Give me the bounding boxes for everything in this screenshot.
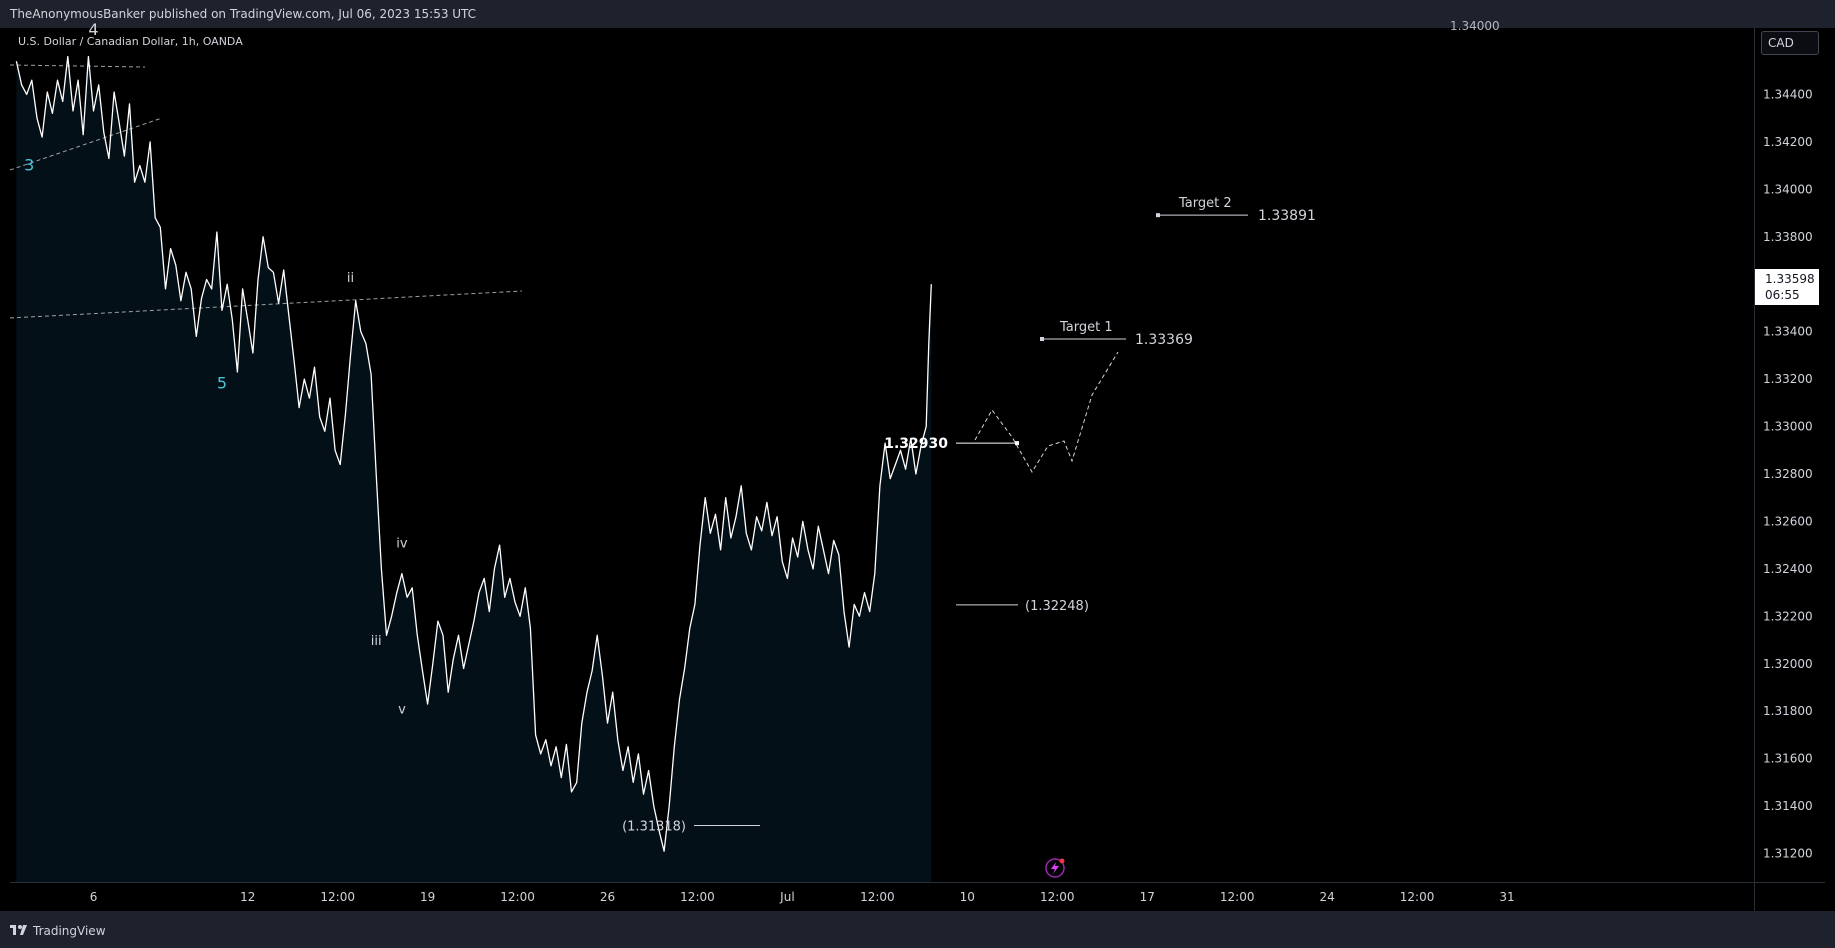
y-tick-label: 1.32000 (1763, 657, 1813, 671)
lightning-event-icon[interactable] (1045, 858, 1065, 878)
channel-trendline (9, 290, 523, 319)
x-tick-label: 12:00 (320, 890, 355, 904)
y-tick-label: 1.33000 (1763, 420, 1813, 434)
price-line (15, 55, 932, 852)
wave-3-trendline (9, 117, 163, 171)
target-2-label: Target 2 (1178, 196, 1232, 211)
swing-low-1-value: (1.32248) (1025, 599, 1089, 614)
swing-low-2-value: (1.31318) (622, 820, 686, 835)
target-1-label: Target 1 (1059, 320, 1113, 335)
wave-label: 3 (24, 155, 34, 174)
price-area-fill (16, 56, 932, 882)
tradingview-logo-icon (10, 925, 27, 935)
y-tick-label: 1.33400 (1763, 325, 1813, 339)
x-tick-label: 6 (90, 890, 98, 904)
x-tick-label: 26 (600, 890, 615, 904)
wave-label: iii (371, 634, 382, 649)
x-tick-label: 12:00 (1220, 890, 1255, 904)
y-tick-label: 1.32600 (1763, 514, 1813, 528)
x-tick-label: 24 (1319, 890, 1334, 904)
x-tick-label: 12:00 (1400, 890, 1435, 904)
x-tick-label: Jul (779, 890, 794, 904)
publisher-bar: TheAnonymousBanker published on TradingV… (0, 0, 1835, 28)
last-price-value: 1.33598 (1765, 272, 1815, 286)
x-tick-label: 12:00 (500, 890, 535, 904)
y-tick-label: 1.31400 (1763, 799, 1813, 813)
wave-label: v (398, 703, 406, 718)
y-tick-label: 1.32800 (1763, 467, 1813, 481)
tradingview-brand[interactable]: TradingView (33, 924, 106, 938)
y-tick-label: 1.32400 (1763, 562, 1813, 576)
footer-bar: TradingView (0, 911, 1835, 948)
target-1-value: 1.33369 (1135, 332, 1193, 348)
y-tick-label: 1.31600 (1763, 752, 1813, 766)
breakout-level-value: 1.32930 (884, 436, 948, 452)
wave-4-top-trendline (9, 64, 146, 68)
last-price-badge: 1.33598 06:55 (1755, 269, 1819, 305)
event-icon-ring (1045, 858, 1065, 878)
symbol-legend[interactable]: U.S. Dollar / Canadian Dollar, 1h, OANDA (18, 35, 243, 48)
publisher-line: TheAnonymousBanker published on TradingV… (10, 7, 477, 21)
y-tick-label: 1.34000 (1763, 182, 1813, 196)
x-tick-label: 17 (1140, 890, 1155, 904)
target-2-value: 1.33891 (1258, 208, 1316, 224)
x-tick-label: 12:00 (860, 890, 895, 904)
projected-path (974, 351, 1119, 473)
wave-label: 4 (88, 20, 98, 39)
event-icon-bolt (1051, 862, 1059, 874)
y-tick-label: 1.33800 (1763, 230, 1813, 244)
wave-label: 5 (217, 374, 227, 393)
x-tick-label: 19 (420, 890, 435, 904)
y-tick-label: 1.32200 (1763, 609, 1813, 623)
x-tick-label: 10 (960, 890, 975, 904)
y-tick-label: 1.33200 (1763, 372, 1813, 386)
wave-label: ii (347, 271, 354, 286)
wave-label: iv (396, 537, 408, 552)
target-1-marker (1040, 336, 1044, 341)
x-tick-label: 12 (240, 890, 255, 904)
y-tick-label: 1.34400 (1763, 87, 1813, 101)
currency-selector[interactable]: CAD (1761, 31, 1819, 55)
x-tick-label: 31 (1499, 890, 1514, 904)
y-tick-label: 1.31200 (1763, 847, 1813, 861)
x-tick-label: 12:00 (680, 890, 715, 904)
time-axis-divider (10, 882, 1825, 883)
bar-countdown: 06:55 (1765, 288, 1800, 302)
price-axis-divider (1754, 28, 1755, 911)
x-tick-label: 12:00 (1040, 890, 1075, 904)
offscreen-price-label: 1.34000 (1450, 19, 1500, 33)
y-tick-label: 1.31800 (1763, 704, 1813, 718)
event-icon-dot (1059, 858, 1065, 864)
target-2-marker (1156, 213, 1160, 218)
y-tick-label: 1.34200 (1763, 135, 1813, 149)
breakout-level-marker (1015, 441, 1019, 446)
